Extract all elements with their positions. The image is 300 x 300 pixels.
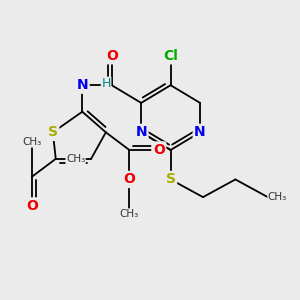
Text: H: H: [101, 77, 111, 90]
Text: N: N: [135, 125, 147, 139]
Text: S: S: [166, 172, 176, 186]
Text: S: S: [48, 125, 58, 139]
Text: Cl: Cl: [163, 49, 178, 63]
Text: N: N: [76, 78, 88, 92]
Text: O: O: [124, 172, 135, 186]
Text: CH₃: CH₃: [268, 192, 287, 202]
Text: CH₃: CH₃: [120, 209, 139, 219]
Text: O: O: [153, 143, 165, 157]
Text: CH₃: CH₃: [66, 154, 85, 164]
Text: O: O: [26, 199, 38, 213]
Text: O: O: [106, 49, 118, 63]
Text: N: N: [194, 125, 206, 139]
Text: CH₃: CH₃: [22, 137, 42, 147]
